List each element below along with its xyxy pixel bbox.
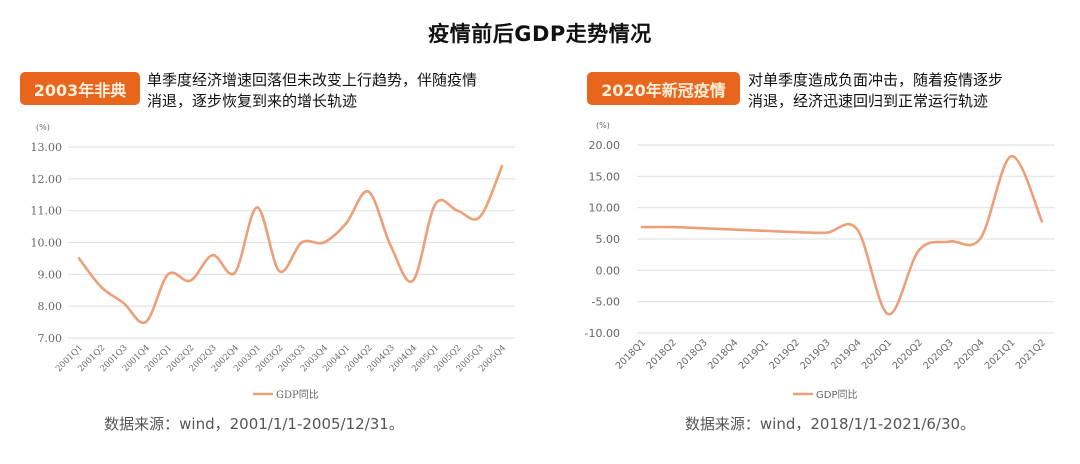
description-line: 对单季度造成负面冲击，随着疫情逐步 [748,71,1004,89]
y-tick-label: 12.00 [31,173,63,186]
x-tick-label: 2020Q1 [860,337,894,371]
panel-description: 单季度经济增速回落但未改变上行趋势，伴随疫情 消退，逐步恢复到来的增长轨迹 [147,70,537,112]
description-line: 消退，逐步恢复到来的增长轨迹 [147,92,358,110]
y-tick-label: -10.00 [585,327,620,340]
y-axis-unit-label: (%) [596,121,610,130]
y-tick-label: 20.00 [589,139,621,152]
x-tick-label: 2019Q1 [737,337,771,371]
panel-sars-2003: 2003年非典 单季度经济增速回落但未改变上行趋势，伴随疫情 消退，逐步恢复到来… [20,70,537,433]
y-tick-label: 10.00 [31,237,63,250]
x-tick-label: 2019Q2 [768,337,802,371]
x-tick-label: 2021Q2 [1014,337,1048,371]
x-tick-label: 2020Q4 [952,337,986,371]
x-tick-label: 2019Q3 [798,337,832,371]
y-tick-label: 13.00 [31,141,63,154]
data-source-note: 数据来源：wind，2018/1/1-2021/6/30。 [684,415,976,433]
y-tick-label: 7.00 [38,332,63,345]
y-tick-label: 5.00 [596,233,621,246]
description-line: 单季度经济增速回落但未改变上行趋势，伴随疫情 [147,71,478,89]
y-tick-label: 15.00 [589,170,621,183]
x-tick-label: 2020Q2 [891,337,925,371]
y-tick-label: -5.00 [592,296,620,309]
x-tick-label: 2018Q4 [706,337,740,371]
x-tick-label: 2018Q2 [644,337,678,371]
data-source-note: 数据来源：wind，2001/1/1-2005/12/31。 [104,415,404,433]
y-tick-label: 0.00 [596,264,621,277]
y-tick-label: 8.00 [38,300,63,313]
description-line: 消退，经济迅速回归到正常运行轨迹 [748,92,989,110]
y-tick-label: 10.00 [589,202,621,215]
x-tick-label: 2018Q1 [614,337,648,371]
y-tick-label: 9.00 [38,268,63,281]
panel-covid-2020: 2020年新冠疫情 对单季度造成负面冲击，随着疫情逐步 消退，经济迅速回归到正常… [540,0,1080,464]
period-badge: 2003年非典 [20,72,140,105]
legend-label: GDP同比 [276,389,319,401]
gdp-yoy-series-line [640,155,1044,316]
gdp-line-chart-2001-2005: (%)7.008.009.0010.0011.0012.0013.002001Q… [31,123,515,401]
x-tick-label: 2018Q3 [675,337,709,371]
y-axis-unit-label: (%) [36,123,50,132]
gdp-line-chart-2018-2021: (%) -10.00 -5.00 0.00 5.00 10.00 15.00 20.00 201… [585,121,1055,401]
panel-description: 对单季度造成负面冲击，随着疫情逐步 消退，经济迅速回归到正常运行轨迹 [748,70,1068,112]
x-tick-label: 2019Q4 [829,337,863,371]
x-tick-label: 2020Q3 [921,337,955,371]
legend-label: GDP同比 [816,389,857,401]
page-title: 疫情前后GDP走势情况 [428,22,652,46]
period-badge: 2020年新冠疫情 [587,72,740,105]
y-tick-label: 11.00 [31,205,63,218]
x-tick-label: 2021Q1 [983,337,1017,371]
gdp-yoy-series-line [77,164,504,325]
